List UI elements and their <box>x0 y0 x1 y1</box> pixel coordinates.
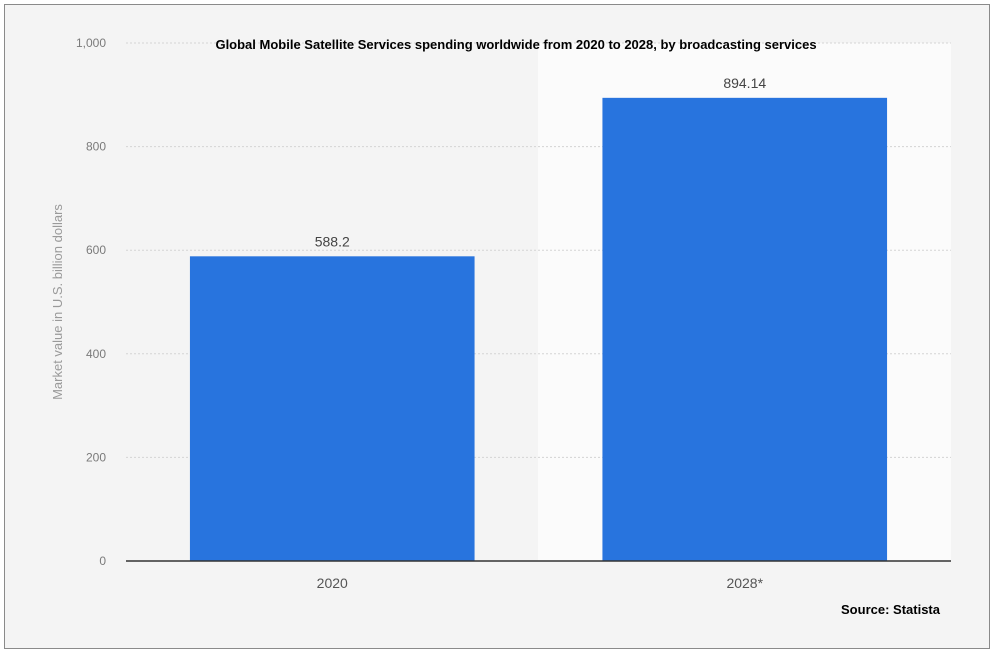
bar-value-label: 894.14 <box>723 75 766 91</box>
y-tick-label: 0 <box>99 554 106 568</box>
y-tick-label: 600 <box>86 243 106 257</box>
bars <box>189 97 888 561</box>
y-tick-label: 400 <box>86 347 106 361</box>
y-tick-label: 800 <box>86 140 106 154</box>
y-tick-label: 200 <box>86 450 106 464</box>
y-axis-ticks: 0 200 400 600 800 1,000 <box>76 36 106 568</box>
chart-title: Global Mobile Satellite Services spendin… <box>215 37 816 52</box>
bar-value-label: 588.2 <box>315 233 350 249</box>
y-tick-label: 1,000 <box>76 36 106 50</box>
x-tick-label: 2020 <box>317 575 348 591</box>
value-labels: 588.2 894.14 <box>315 75 767 249</box>
y-axis-label: Market value in U.S. billion dollars <box>50 204 65 400</box>
source-label: Source: Statista <box>841 602 941 617</box>
bar <box>189 256 475 561</box>
bar <box>602 97 888 561</box>
x-axis-ticks: 2020 2028* <box>317 575 764 591</box>
x-tick-label: 2028* <box>726 575 763 591</box>
